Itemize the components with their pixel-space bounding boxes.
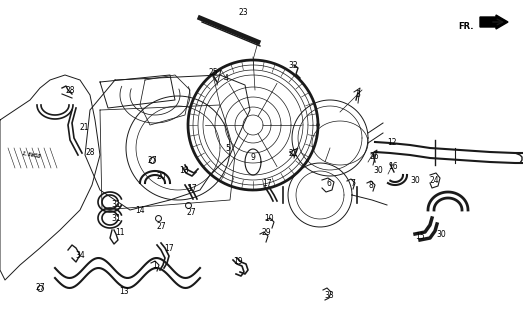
Text: 31: 31 [111, 213, 121, 222]
Text: 28: 28 [65, 85, 75, 94]
Text: 4: 4 [223, 74, 229, 83]
Text: 19: 19 [233, 258, 243, 267]
Text: 30: 30 [410, 175, 420, 185]
Text: 3: 3 [356, 90, 360, 99]
Text: 33: 33 [324, 291, 334, 300]
Text: 30: 30 [436, 229, 446, 238]
Text: 16: 16 [388, 162, 398, 171]
Text: 28: 28 [85, 148, 95, 156]
Text: 27: 27 [35, 284, 45, 292]
Text: 27: 27 [147, 156, 157, 164]
Text: 30: 30 [373, 165, 383, 174]
Text: 27: 27 [186, 207, 196, 217]
Text: 13: 13 [119, 287, 129, 297]
Text: 23: 23 [238, 7, 248, 17]
Text: 15: 15 [415, 231, 425, 241]
Text: 17: 17 [164, 244, 174, 252]
Text: 29: 29 [261, 228, 271, 236]
Text: 18: 18 [179, 165, 189, 174]
Text: 9: 9 [251, 153, 255, 162]
Text: 17: 17 [262, 179, 272, 188]
Text: 1: 1 [153, 260, 157, 269]
Text: 26: 26 [369, 151, 379, 161]
Text: 22: 22 [288, 148, 298, 157]
Text: 10: 10 [264, 213, 274, 222]
Text: 1.8WSD: 1.8WSD [22, 151, 42, 159]
Text: 21: 21 [79, 123, 89, 132]
Text: 25: 25 [208, 68, 218, 76]
Text: 17: 17 [187, 183, 197, 193]
Text: 32: 32 [288, 60, 298, 69]
Text: 12: 12 [387, 138, 397, 147]
Text: 24: 24 [429, 175, 439, 185]
Text: 20: 20 [156, 172, 166, 180]
Text: 11: 11 [115, 228, 125, 236]
FancyArrow shape [480, 15, 508, 29]
Text: 8: 8 [369, 180, 373, 189]
Text: 5: 5 [225, 143, 231, 153]
Text: 31: 31 [111, 199, 121, 209]
Text: 14: 14 [135, 205, 145, 214]
Text: FR.: FR. [458, 21, 473, 30]
Text: 27: 27 [156, 221, 166, 230]
Text: 34: 34 [75, 251, 85, 260]
Text: 7: 7 [350, 179, 356, 188]
Text: 6: 6 [326, 179, 332, 188]
